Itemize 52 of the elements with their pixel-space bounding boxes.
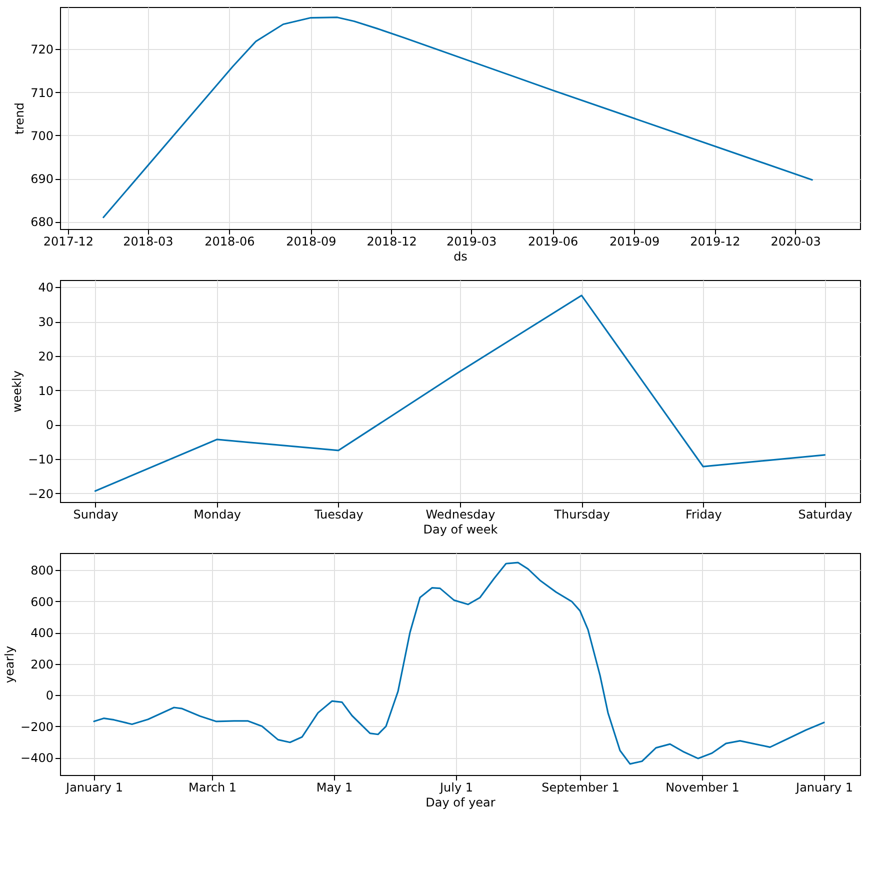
x-tick-label: 2018-03 <box>123 234 174 248</box>
y-tick-label: 0 <box>46 688 54 703</box>
y-tick-label: 10 <box>38 384 54 398</box>
x-tick-label: Friday <box>685 508 722 522</box>
x-tick-label: July 1 <box>438 780 474 794</box>
y-tick-label: −10 <box>28 452 54 467</box>
y-axis-title: trend <box>12 102 27 134</box>
y-tick-label: 600 <box>30 594 54 609</box>
y-tick-label: 400 <box>30 626 54 640</box>
x-tick-label: Tuesday <box>314 508 364 522</box>
y-tick-label: 680 <box>30 215 54 230</box>
y-axis-title: yearly <box>2 646 17 684</box>
x-tick-label: May 1 <box>316 780 353 794</box>
y-tick-label: 0 <box>46 418 54 432</box>
y-tick-label: −200 <box>20 720 54 734</box>
x-tick-label: 2019-12 <box>690 234 740 248</box>
x-tick-label: September 1 <box>542 780 620 794</box>
line-series <box>102 16 813 218</box>
x-tick-label: 2017-12 <box>43 234 94 248</box>
x-tick-label: 2019-03 <box>446 234 497 248</box>
x-axis-title: Day of year <box>426 796 496 810</box>
y-tick-label: 20 <box>38 349 54 364</box>
x-tick-label: 2018-12 <box>366 234 417 248</box>
x-tick-label: 2019-06 <box>528 234 578 248</box>
line-series <box>94 294 826 492</box>
x-tick-label: November 1 <box>666 780 740 794</box>
y-tick-label: 200 <box>30 657 54 672</box>
x-axis-title: Day of week <box>423 522 498 536</box>
y-axis-title: weekly <box>10 370 24 412</box>
x-tick-label: 2020-03 <box>770 234 821 248</box>
y-tick-label: −400 <box>20 751 54 766</box>
x-tick-label: Sunday <box>73 508 118 522</box>
x-tick-label: Thursday <box>553 508 610 522</box>
y-tick-label: 690 <box>30 172 54 186</box>
y-tick-label: 800 <box>30 564 54 578</box>
y-tick-label: 30 <box>38 315 54 330</box>
x-tick-label: 2019-09 <box>610 234 660 248</box>
x-tick-label: Saturday <box>798 508 852 522</box>
x-axis-title: ds <box>454 250 468 264</box>
x-tick-label: 2018-06 <box>204 234 255 248</box>
x-tick-label: 2018-09 <box>286 234 336 248</box>
x-tick-label: January 1 <box>795 780 853 794</box>
y-tick-label: 720 <box>30 42 54 57</box>
line-series <box>93 562 825 765</box>
x-tick-label: January 1 <box>65 780 123 794</box>
x-tick-label: Monday <box>194 508 242 522</box>
y-tick-label: 40 <box>38 280 54 295</box>
x-tick-label: March 1 <box>188 780 237 794</box>
y-tick-label: 710 <box>30 86 54 100</box>
x-tick-label: Wednesday <box>426 508 496 522</box>
y-tick-label: −20 <box>28 486 54 501</box>
y-tick-label: 700 <box>30 128 54 143</box>
